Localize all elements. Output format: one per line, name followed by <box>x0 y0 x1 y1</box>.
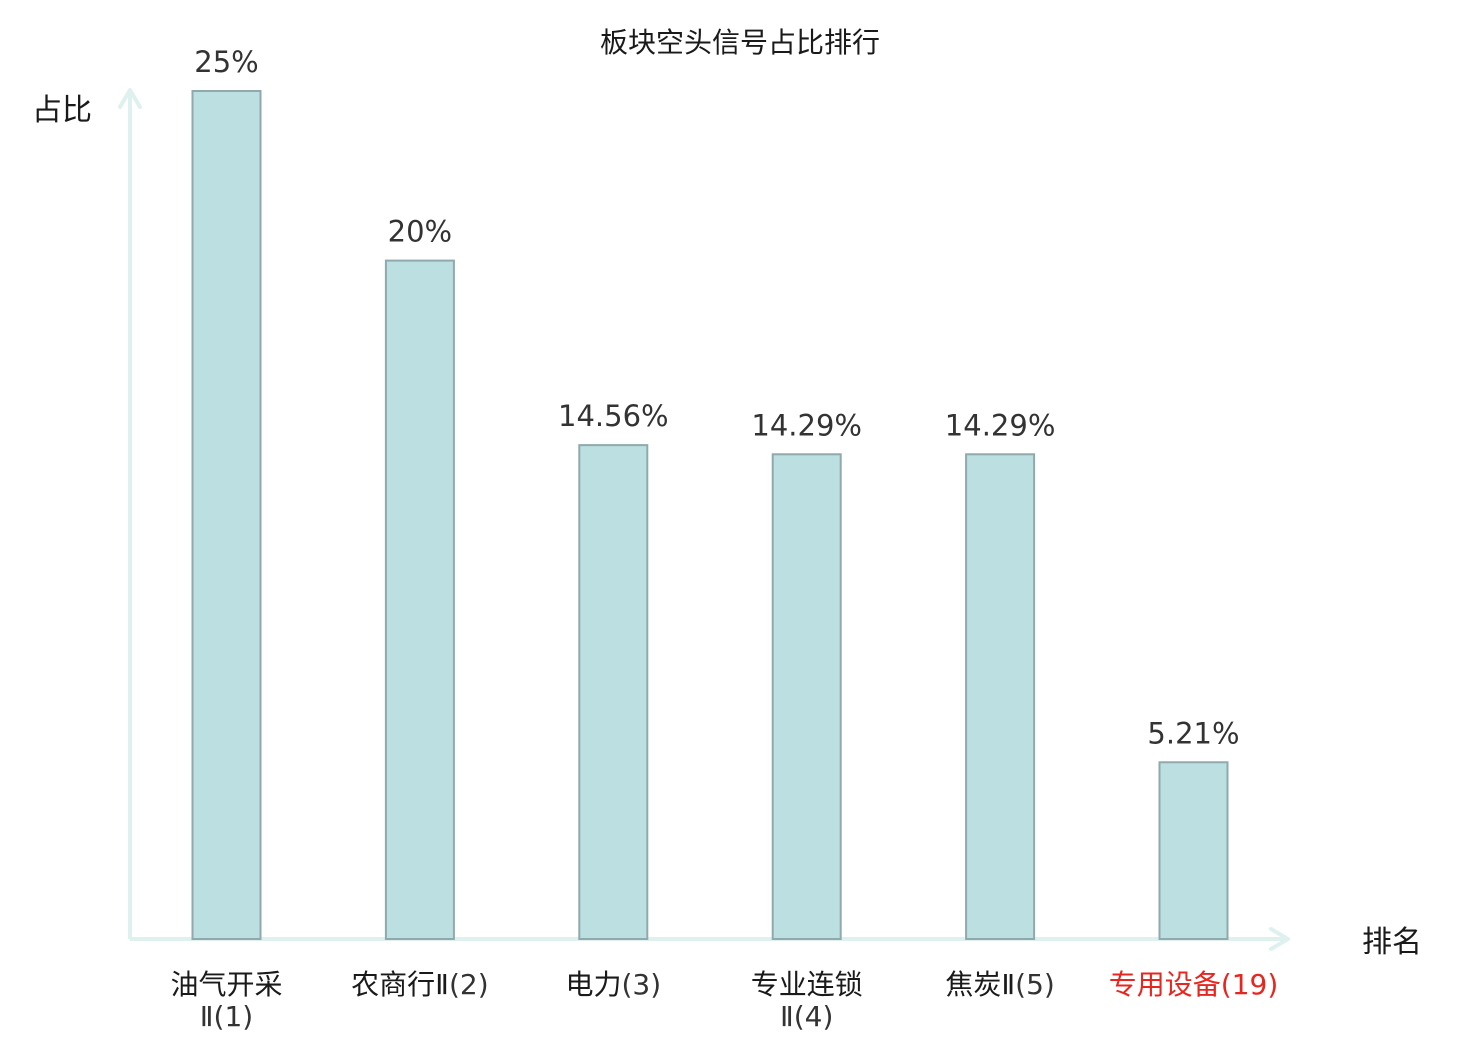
category-rank: (4) <box>794 1000 834 1033</box>
category-name: 农商行Ⅱ <box>351 968 449 1001</box>
chart-title: 板块空头信号占比排行 <box>600 26 880 59</box>
category-rank: (2) <box>449 968 489 1001</box>
value-labels-group: 25% 20% 14.56% 14.29% 14.29% 5.21% <box>194 45 1239 750</box>
category-name: 焦炭Ⅱ <box>945 968 1015 1001</box>
category-rank: (5) <box>1015 968 1055 1001</box>
category-rank: (19) <box>1221 968 1278 1001</box>
category-label: 焦炭Ⅱ(5) <box>945 968 1054 1001</box>
bar <box>1158 761 1229 940</box>
category-label-line2: Ⅱ(4) <box>780 1000 833 1033</box>
category-label-line2: Ⅱ(1) <box>200 1000 253 1033</box>
x-axis-arrow <box>1269 927 1290 951</box>
bar <box>384 259 455 941</box>
category-name: 专业连锁 <box>751 968 863 1001</box>
category-name: 专用设备 <box>1109 968 1221 1001</box>
category-label: 专业连锁 <box>751 968 863 1001</box>
value-label: 14.29% <box>945 408 1056 442</box>
value-label: 14.29% <box>751 408 862 442</box>
bar <box>771 453 842 940</box>
category-rank: (1) <box>214 1000 254 1033</box>
axes <box>118 88 1290 951</box>
category-name-suffix: Ⅱ <box>200 1000 214 1033</box>
category-name: 电力 <box>565 968 621 1001</box>
category-rank: (3) <box>621 968 661 1001</box>
category-name-suffix: Ⅱ <box>780 1000 794 1033</box>
value-label: 14.56% <box>558 399 669 433</box>
bar <box>578 444 649 940</box>
bars-group <box>191 90 1229 941</box>
category-name: 油气开采 <box>170 968 282 1001</box>
bar <box>965 453 1036 940</box>
category-label: 油气开采 <box>170 968 282 1001</box>
category-label: 电力(3) <box>565 968 661 1001</box>
bar <box>191 90 262 940</box>
category-label: 农商行Ⅱ(2) <box>351 968 488 1001</box>
value-label: 25% <box>194 45 258 79</box>
value-label: 5.21% <box>1147 716 1239 750</box>
x-axis-title: 排名 <box>1362 925 1422 960</box>
value-label: 20% <box>388 215 452 249</box>
category-label: 专用设备(19) <box>1109 968 1279 1001</box>
y-axis-title: 占比 <box>32 93 92 128</box>
y-axis-arrow <box>118 88 142 109</box>
